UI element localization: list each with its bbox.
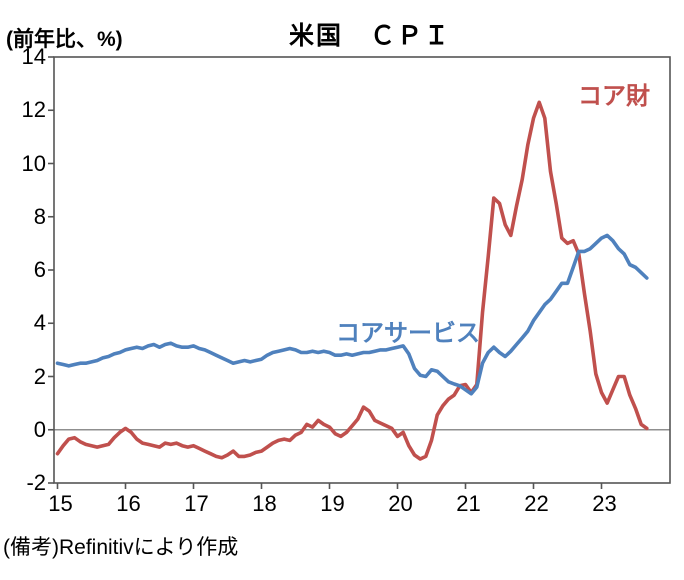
y-axis-unit-label: (前年比、%) xyxy=(6,28,123,51)
y-tick-label: 8 xyxy=(33,203,46,229)
y-tick-label: 14 xyxy=(21,44,46,69)
y-tick-label: 10 xyxy=(21,150,46,176)
y-tick-label: 2 xyxy=(33,363,46,389)
y-tick-label: -2 xyxy=(26,470,46,495)
x-tick-label: 20 xyxy=(388,491,413,516)
series-line-0 xyxy=(55,100,649,461)
y-tick-label: 6 xyxy=(33,257,46,282)
y-tick-label: 4 xyxy=(33,310,46,336)
source-note: (備考)Refinitivにより作成 xyxy=(3,536,239,559)
chart-title: 米国 ＣＰＩ xyxy=(288,22,451,50)
x-tick-label: 16 xyxy=(116,491,141,516)
x-tick-label: 15 xyxy=(48,491,73,516)
series-label-core-services: コアサービス xyxy=(336,320,480,347)
x-tick-label: 21 xyxy=(456,491,481,516)
x-tick-label: 17 xyxy=(184,491,209,516)
series-line-1 xyxy=(55,233,649,396)
x-tick-label: 22 xyxy=(524,491,549,516)
y-tick-label: 0 xyxy=(33,416,46,442)
x-tick-label: 23 xyxy=(592,491,617,516)
x-tick-label: 18 xyxy=(252,491,277,516)
y-tick-label: 12 xyxy=(21,97,46,123)
series-label-core-goods: コア財 xyxy=(578,83,650,110)
plot-border xyxy=(53,56,671,484)
x-tick-label: 19 xyxy=(320,491,345,516)
